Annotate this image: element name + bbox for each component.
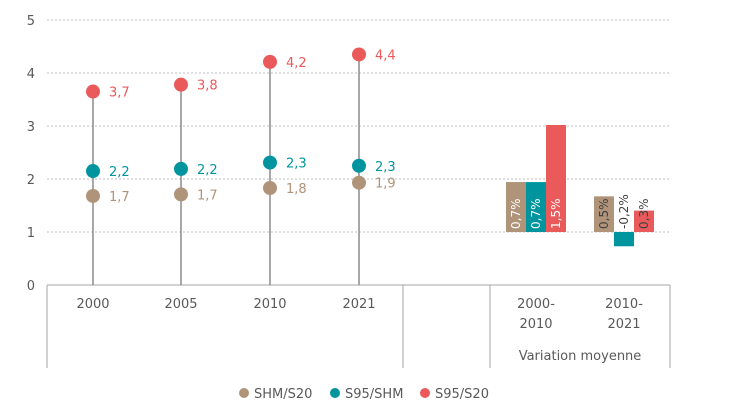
- y-tick-label: 4: [27, 67, 35, 82]
- x-category-label: 2021: [342, 297, 375, 312]
- data-label: 2,2: [109, 165, 130, 180]
- variation-bar: [546, 125, 566, 232]
- variation-period-label: 2000-: [517, 297, 555, 312]
- variation-bar: [506, 182, 526, 232]
- legend-label: S95/SHM: [345, 387, 403, 402]
- data-label: 1,7: [109, 190, 130, 205]
- data-point: [174, 161, 188, 176]
- y-tick-label: 2: [27, 173, 35, 188]
- data-point: [263, 54, 277, 69]
- bar-value-label: 1,5%: [549, 199, 563, 230]
- data-point: [263, 155, 277, 170]
- variation-period-label: 2010: [519, 317, 552, 332]
- bar-value-label: 0,7%: [529, 199, 543, 230]
- bar-value-label: 0,7%: [509, 199, 523, 230]
- variation-bar: [526, 182, 546, 232]
- y-tick-label: 5: [27, 14, 35, 29]
- data-point: [174, 77, 188, 92]
- data-label: 2,2: [197, 163, 218, 178]
- data-label: 4,2: [286, 56, 307, 71]
- bar-value-label: -0,2%: [617, 194, 631, 229]
- y-tick-label: 1: [27, 226, 35, 241]
- data-point: [86, 164, 100, 179]
- legend-marker: [239, 388, 249, 398]
- data-point: [352, 158, 366, 173]
- data-label: 4,4: [375, 48, 396, 63]
- legend-marker: [330, 388, 340, 398]
- data-point: [352, 175, 366, 190]
- variation-period-label: 2010-: [605, 297, 643, 312]
- bar-value-label: 0,5%: [597, 199, 611, 230]
- variation-bar: [614, 232, 634, 247]
- data-label: 3,7: [109, 86, 130, 101]
- legend-marker: [420, 388, 430, 398]
- variation-period-label: 2021: [607, 317, 640, 332]
- data-point: [263, 181, 277, 196]
- variation-bar: [634, 210, 654, 232]
- data-label: 1,7: [197, 188, 218, 203]
- x-category-label: 2000: [76, 297, 109, 312]
- data-label: 1,9: [375, 177, 396, 192]
- data-label: 2,3: [286, 157, 307, 172]
- data-point: [86, 84, 100, 99]
- legend-label: S95/S20: [435, 387, 489, 402]
- variation-bar: [594, 196, 614, 232]
- data-label: 2,3: [375, 160, 396, 175]
- legend-label: SHM/S20: [254, 387, 312, 402]
- y-tick-label: 0: [27, 279, 35, 294]
- bar-value-label: 0,3%: [637, 199, 651, 230]
- data-label: 3,8: [197, 79, 218, 94]
- data-point: [174, 187, 188, 202]
- data-point: [352, 47, 366, 62]
- data-point: [86, 188, 100, 203]
- x-category-label: 2005: [164, 297, 197, 312]
- y-tick-label: 3: [27, 120, 35, 135]
- variation-title: Variation moyenne: [519, 349, 642, 364]
- x-category-label: 2010: [253, 297, 286, 312]
- data-label: 1,8: [286, 182, 307, 197]
